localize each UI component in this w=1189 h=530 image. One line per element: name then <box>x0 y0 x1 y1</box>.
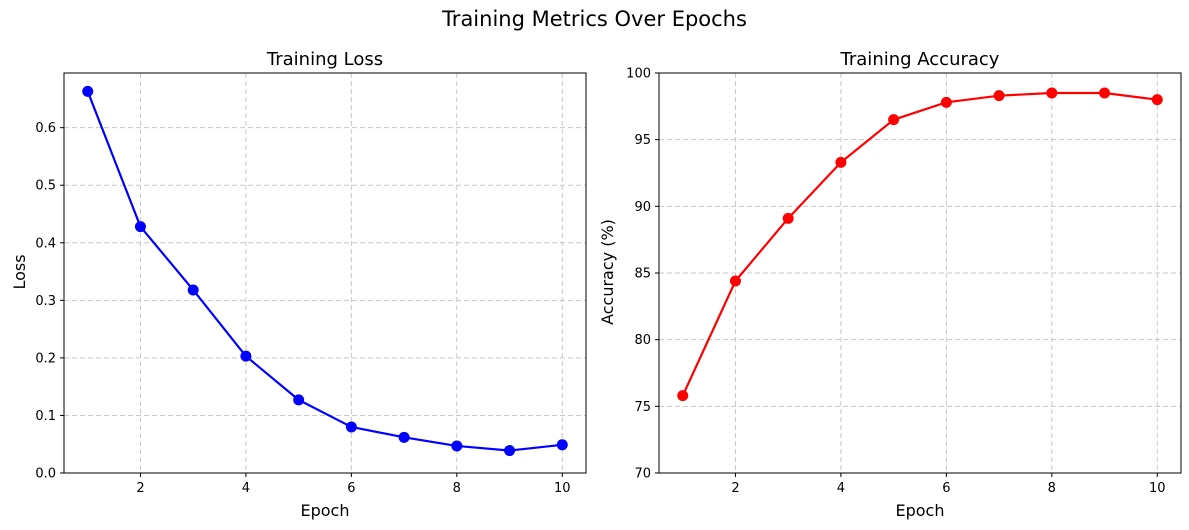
accuracy-series-line <box>681 91 1158 397</box>
accuracy-chart-xlabel: Epoch <box>896 501 945 520</box>
loss-series-line <box>86 91 563 452</box>
accuracy-xtick-label: 6 <box>942 481 950 496</box>
accuracy-xtick-label: 4 <box>837 481 845 496</box>
loss-chart: Training Loss Epoch Loss 2 4 6 8 10 0.0 0.1 0.2… <box>10 49 587 520</box>
accuracy-data-point <box>677 390 689 402</box>
loss-chart-title: Training Loss <box>266 49 383 70</box>
accuracy-ytick-label: 100 <box>626 67 651 82</box>
loss-ytick-label: 0.6 <box>35 121 56 136</box>
accuracy-xtick-label: 2 <box>731 481 739 496</box>
loss-data-point <box>451 440 463 452</box>
loss-ytick-label: 0.2 <box>35 351 56 366</box>
accuracy-data-point <box>940 96 952 108</box>
loss-data-point <box>398 431 410 443</box>
accuracy-ytick-label: 70 <box>634 467 651 482</box>
accuracy-data-point <box>1099 87 1111 99</box>
accuracy-data-point <box>888 114 900 126</box>
loss-data-point <box>556 439 568 451</box>
accuracy-xtick-label: 8 <box>1048 481 1056 496</box>
loss-xtick-label: 8 <box>453 481 461 496</box>
accuracy-xtick-label: 10 <box>1149 481 1166 496</box>
loss-ytick-label: 0.1 <box>35 409 56 424</box>
accuracy-data-point <box>1151 94 1163 106</box>
accuracy-ytick-label: 95 <box>634 133 651 148</box>
loss-chart-frame <box>63 72 587 474</box>
accuracy-ytick-label: 80 <box>634 333 651 348</box>
loss-chart-xlabel: Epoch <box>301 501 350 520</box>
loss-xtick-label: 6 <box>347 481 355 496</box>
accuracy-data-point <box>1046 87 1058 99</box>
accuracy-chart-title: Training Accuracy <box>840 49 1000 70</box>
loss-ytick-label: 0.0 <box>35 467 56 482</box>
loss-ytick-label: 0.4 <box>35 236 56 251</box>
accuracy-chart-ylabel: Accuracy (%) <box>598 219 617 325</box>
loss-xtick-label: 4 <box>242 481 250 496</box>
loss-xtick-label: 10 <box>554 481 571 496</box>
loss-data-point <box>134 221 146 233</box>
loss-ytick-label: 0.3 <box>35 294 56 309</box>
loss-data-point <box>293 394 305 406</box>
loss-xtick-label: 2 <box>136 481 144 496</box>
loss-data-point <box>345 421 357 433</box>
accuracy-chart: Training Accuracy Epoch Accuracy (%) 2 4 6… <box>598 49 1182 520</box>
loss-data-point <box>240 350 252 362</box>
accuracy-data-point <box>993 90 1005 102</box>
loss-chart-ylabel: Loss <box>10 254 29 289</box>
accuracy-chart-frame <box>658 72 1182 474</box>
loss-ytick-label: 0.5 <box>35 179 56 194</box>
accuracy-ytick-label: 90 <box>634 200 651 215</box>
loss-data-point <box>82 85 94 97</box>
accuracy-data-point <box>729 275 741 287</box>
accuracy-data-point <box>835 156 847 168</box>
accuracy-ytick-label: 85 <box>634 267 651 282</box>
accuracy-ytick-label: 75 <box>634 400 651 415</box>
loss-data-point <box>187 284 199 296</box>
loss-data-point <box>504 445 516 457</box>
figure-title: Training Metrics Over Epochs <box>441 7 747 31</box>
accuracy-data-point <box>782 212 794 224</box>
